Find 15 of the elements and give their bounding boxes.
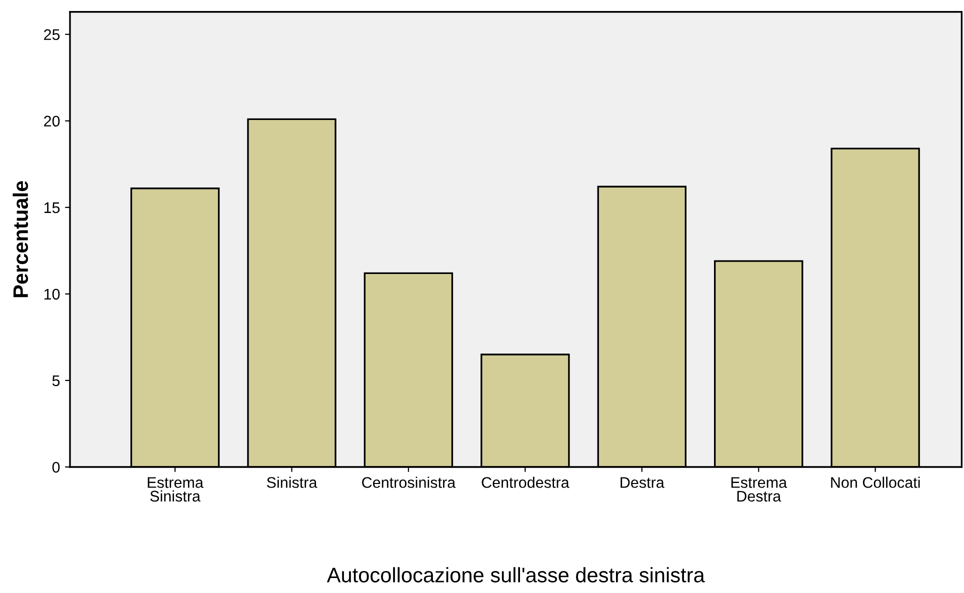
y-tick-label: 15 — [44, 202, 60, 214]
x-tick-label: Centrodestra — [482, 476, 570, 488]
x-axis-title: Autocollocazione sull'asse destra sinistra — [326, 567, 705, 582]
x-tick-label: Estrema Destra — [731, 477, 788, 502]
y-tick-label: 5 — [52, 375, 60, 386]
y-tick-label: 20 — [44, 116, 60, 127]
x-tick-label: Sinistra — [266, 476, 318, 488]
x-tick-label: Centrosinistra — [362, 476, 456, 488]
y-tick-label: 25 — [44, 29, 60, 40]
y-tick-label: 10 — [44, 288, 60, 300]
y-axis-title: Percentuale — [12, 181, 28, 298]
x-tick-label: Non Collocati — [831, 476, 920, 488]
x-tick-label: Estrema Sinistra — [148, 477, 204, 502]
y-tick-label: 0 — [52, 462, 60, 473]
x-tick-label: Destra — [620, 477, 664, 488]
